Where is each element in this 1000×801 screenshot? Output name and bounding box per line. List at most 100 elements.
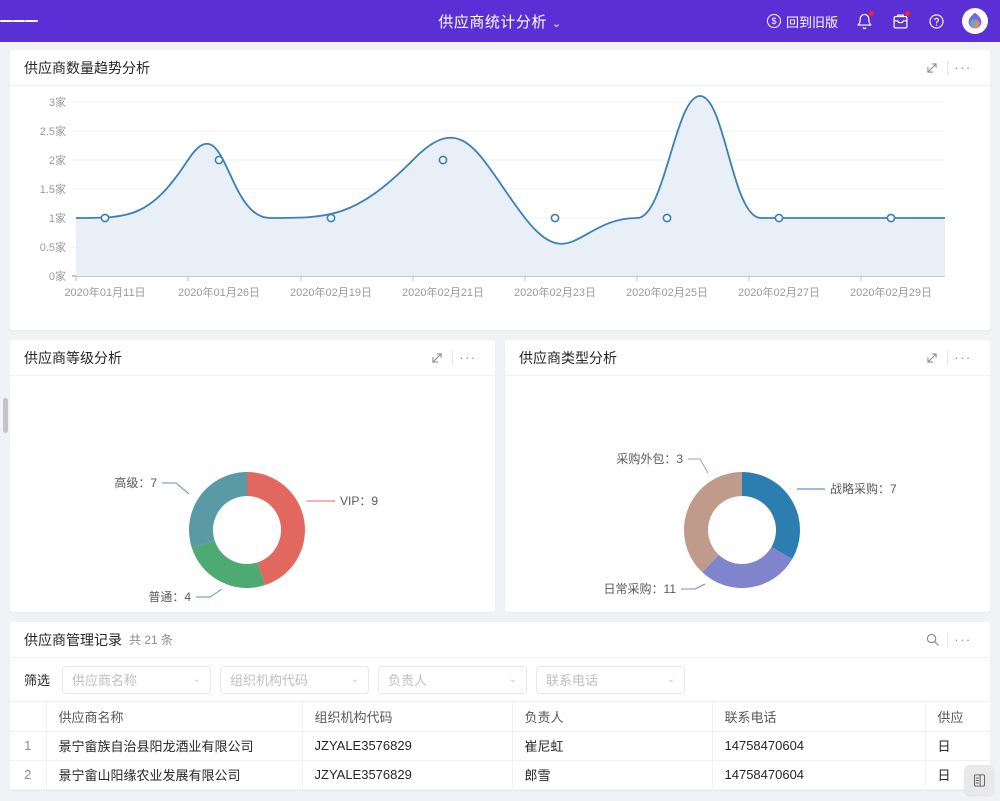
trend-chart-card: 供应商数量趋势分析 ··· (10, 50, 990, 330)
filter-phone[interactable]: 联系电话 ⌄ (536, 665, 686, 694)
more-icon[interactable]: ··· (954, 59, 972, 75)
type-donut-chart: 战略采购：7 采购外包：3 日常采购：11 (604, 451, 897, 596)
x-tick-label: 2020年01月11日 (64, 285, 145, 299)
y-tick-label: 1家 (49, 211, 66, 225)
chevron-down-icon[interactable]: ⌄ (551, 17, 562, 30)
filter-bar: 筛选 供应商名称 ⌄ 组织机构代码 ⌄ 负责人 ⌄ 联系电话 ⌄ (10, 658, 990, 702)
inbox-icon[interactable] (890, 11, 910, 31)
data-point[interactable] (774, 213, 784, 223)
page-title-text: 供应商统计分析 (438, 13, 547, 31)
x-tick-label: 2020年01月26日 (178, 285, 260, 299)
th-index (10, 702, 47, 732)
cell-org-code: JZYALE3576829 (302, 760, 513, 790)
cell-supplier-name: 景宁畲族自治县阳龙酒业有限公司 (46, 731, 303, 761)
trend-area (76, 96, 945, 276)
cell-phone: 14758470604 (712, 760, 926, 790)
inbox-badge (905, 11, 910, 16)
chevron-down-icon: ⌄ (666, 674, 676, 685)
data-point[interactable] (438, 155, 448, 165)
records-card-header: 供应商管理记录 共 21 条 ··· (10, 622, 990, 658)
expand-icon[interactable] (917, 344, 947, 372)
pie-slice-waibao[interactable] (683, 472, 742, 573)
pie-label-richang: 日常采购：11 (604, 581, 677, 596)
th-supplier-type[interactable]: 供应 (925, 702, 991, 732)
bell-icon[interactable] (854, 11, 874, 31)
more-icon[interactable]: ··· (954, 631, 972, 647)
data-point[interactable] (214, 155, 224, 165)
trend-line (75, 95, 945, 245)
cell-owner: 郎雪 (512, 760, 713, 790)
records-card-actions: ··· (917, 626, 978, 654)
trend-card-actions: ··· (917, 54, 978, 82)
grade-card-actions: ··· (422, 344, 483, 372)
pie-slice-zhanlue[interactable] (742, 472, 801, 559)
trend-line-chart: 3家 2.5家 2家 1.5家 1家 0.5家 0家 (40, 95, 945, 299)
filter-owner[interactable]: 负责人 ⌄ (378, 665, 528, 694)
x-tick-label: 2020年02月27日 (738, 285, 820, 299)
dollar-circle-icon: $ (766, 14, 781, 28)
cell-owner: 崔尼虹 (512, 731, 713, 761)
chevron-down-icon: ⌄ (192, 674, 202, 685)
avatar[interactable] (962, 8, 988, 34)
filter-supplier-name-text: 供应商名称 (72, 673, 138, 688)
filter-supplier-name[interactable]: 供应商名称 ⌄ (62, 665, 212, 694)
y-tick-label: 0.5家 (40, 240, 66, 254)
pie-slice-putong[interactable] (191, 540, 265, 588)
panel-toggle-icon[interactable] (964, 765, 994, 795)
cell-index: 2 (10, 760, 47, 790)
th-phone[interactable]: 联系电话 (712, 702, 926, 732)
divider (452, 350, 453, 365)
table-row[interactable]: 1 景宁畲族自治县阳龙酒业有限公司 JZYALE3576829 崔尼虹 1475… (10, 731, 991, 761)
data-point[interactable] (662, 213, 672, 223)
search-icon[interactable] (917, 626, 947, 654)
trend-card-header: 供应商数量趋势分析 ··· (10, 50, 990, 86)
back-to-legacy-button[interactable]: $ 回到旧版 (766, 12, 838, 31)
content-scroll-area: 供应商数量趋势分析 ··· (0, 42, 1000, 801)
cell-org-code: JZYALE3576829 (302, 731, 513, 761)
type-chart-body: 战略采购：7 采购外包：3 日常采购：11 (505, 376, 990, 612)
more-icon[interactable]: ··· (954, 349, 972, 365)
x-tick-label: 2020年02月19日 (290, 285, 372, 299)
th-org-code[interactable]: 组织机构代码 (302, 702, 513, 732)
expand-icon[interactable] (917, 54, 947, 82)
pie-label-gaoji: 高级：7 (114, 475, 157, 490)
divider (947, 632, 948, 647)
records-card-title: 供应商管理记录 (24, 631, 122, 648)
records-count: 共 21 条 (129, 633, 174, 647)
vertical-scrollbar[interactable] (3, 398, 8, 433)
table-header-row: 供应商名称 组织机构代码 负责人 联系电话 供应 (10, 702, 991, 732)
data-point[interactable] (100, 213, 110, 223)
th-supplier-name[interactable]: 供应商名称 (46, 702, 303, 732)
back-to-legacy-label: 回到旧版 (785, 14, 838, 30)
question-circle-icon[interactable] (926, 11, 946, 31)
table-row[interactable]: 2 景宁畲山阳缘农业发展有限公司 JZYALE3576829 郎雪 147584… (10, 760, 991, 790)
x-tick-label: 2020年02月21日 (402, 285, 484, 299)
pie-slice-gaoji[interactable] (189, 472, 247, 548)
grade-donut-chart: VIP：9 高级：7 普通：4 (114, 472, 378, 604)
expand-icon[interactable] (422, 344, 452, 372)
more-icon[interactable]: ··· (459, 349, 477, 365)
pie-label-waibao: 采购外包：3 (616, 451, 683, 466)
pie-slice-richang[interactable] (702, 547, 793, 589)
donut-row: 供应商等级分析 ··· (10, 340, 990, 612)
grade-chart-body: VIP：9 高级：7 普通：4 (10, 376, 495, 612)
type-card-title: 供应商类型分析 (519, 349, 617, 366)
data-point[interactable] (326, 213, 336, 223)
supplier-table: 供应商名称 组织机构代码 负责人 联系电话 供应 1 景宁畲族自治县阳龙酒业有限… (10, 702, 991, 790)
header-actions: $ 回到旧版 (766, 8, 1000, 34)
cell-phone: 14758470604 (712, 731, 926, 761)
grade-card-header: 供应商等级分析 ··· (10, 340, 495, 376)
x-tick-label: 2020年02月29日 (850, 285, 932, 299)
x-tick-label: 2020年02月25日 (626, 285, 708, 299)
filter-org-code[interactable]: 组织机构代码 ⌄ (220, 665, 370, 694)
pie-slice-vip[interactable] (247, 472, 305, 586)
data-point[interactable] (886, 213, 896, 223)
hamburger-icon[interactable] (0, 0, 39, 42)
pie-label-zhanlue: 战略采购：7 (830, 481, 897, 496)
supplier-records-card: 供应商管理记录 共 21 条 ··· 筛选 供应商名称 ⌄ (10, 622, 991, 790)
data-point[interactable] (550, 213, 560, 223)
app-header: 供应商统计分析 ⌄ $ 回到旧版 (0, 0, 1000, 42)
th-owner[interactable]: 负责人 (512, 702, 713, 732)
bell-badge (869, 11, 874, 16)
